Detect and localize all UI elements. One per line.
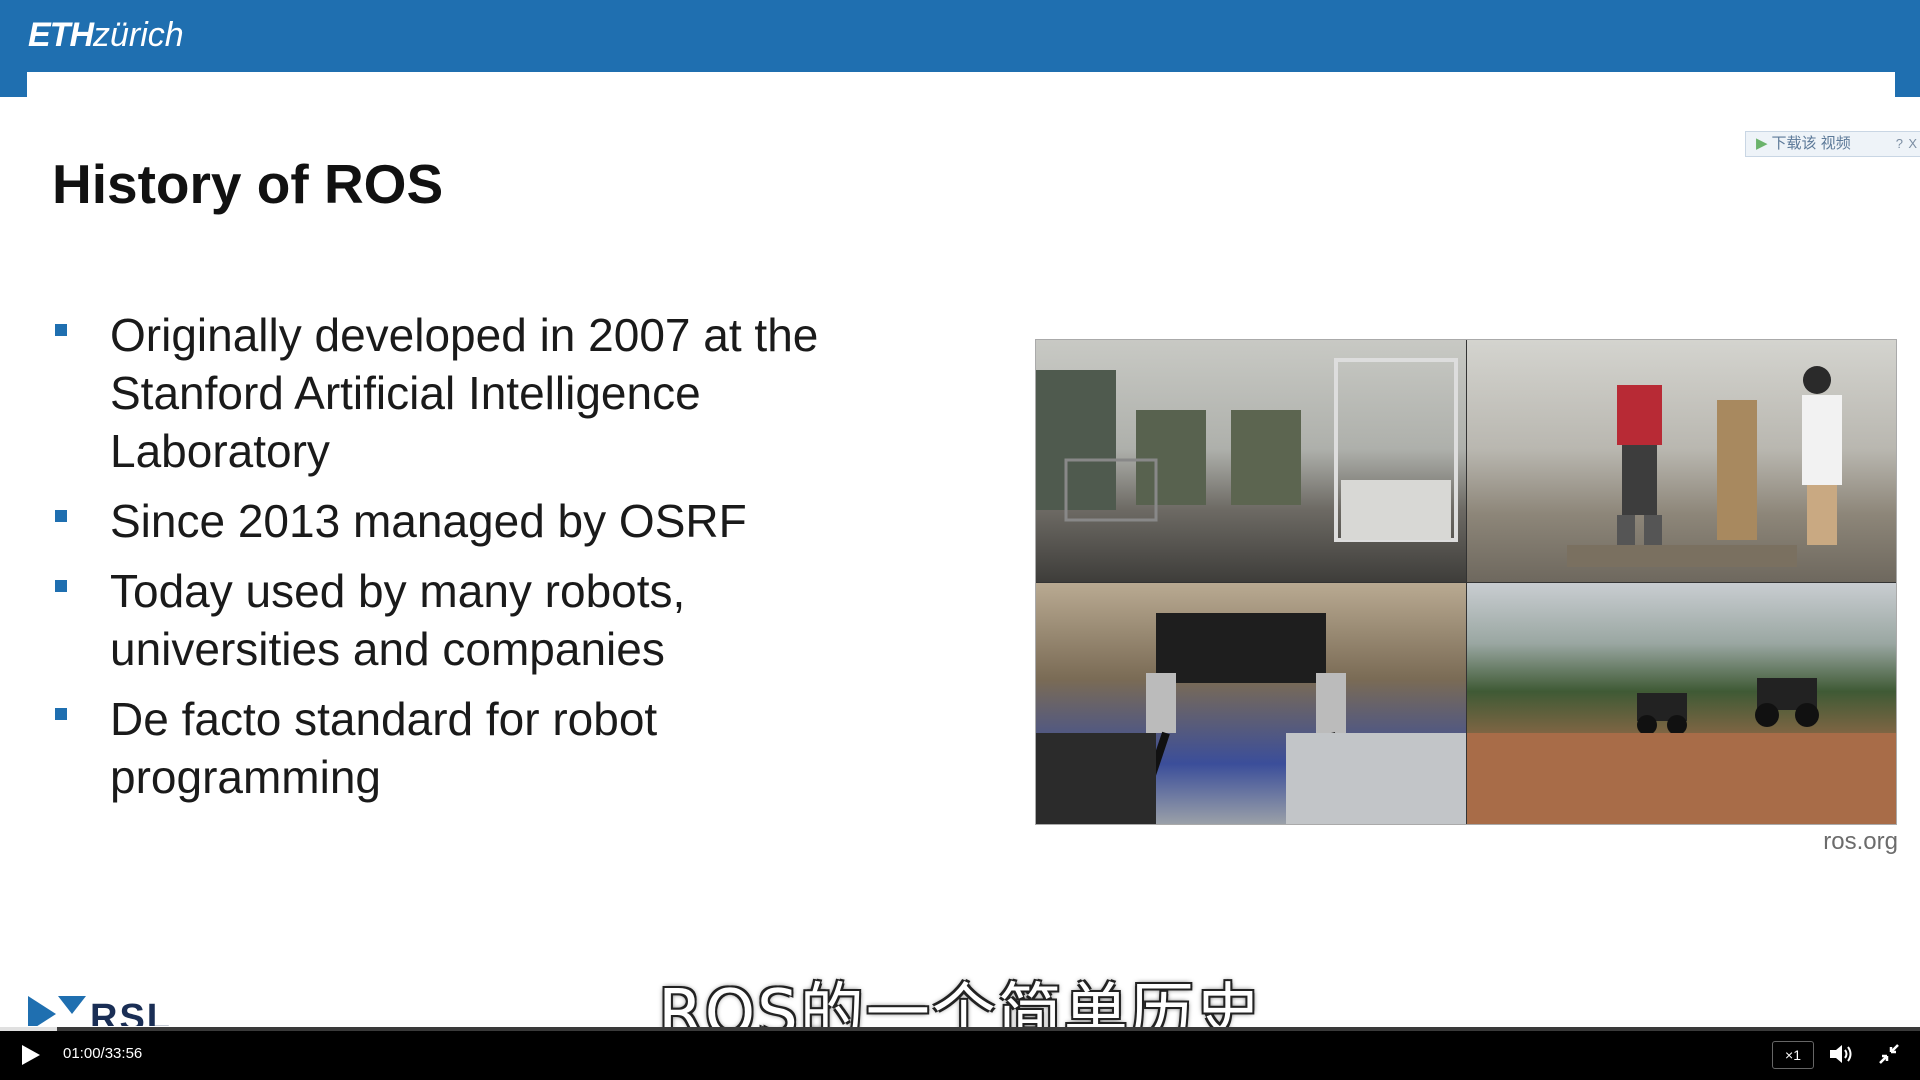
progress-fill <box>0 1027 57 1031</box>
outdoor-rover-photo <box>1467 583 1896 824</box>
time-separator: / <box>100 1045 105 1062</box>
robot-photo-collage <box>1035 339 1897 825</box>
warehouse-robot-photo <box>1036 340 1466 582</box>
playback-speed-button[interactable]: ×1 <box>1772 1041 1814 1069</box>
bullet-square-icon <box>55 580 67 592</box>
humanoid-robot-photo <box>1467 340 1896 582</box>
volume-icon <box>1830 1045 1852 1063</box>
bullet-item: Today used by many robots, universities … <box>52 562 912 678</box>
progress-track[interactable] <box>0 1027 1920 1031</box>
rsl-logo: RSL <box>28 996 188 1026</box>
bullet-text: Today used by many robots, universities … <box>110 565 686 675</box>
quadruped-robot-photo <box>1036 583 1466 824</box>
bullet-text: Originally developed in 2007 at the Stan… <box>110 309 819 477</box>
logo-zurich-text: zürich <box>93 16 184 54</box>
logo-eth-text: ETH <box>28 16 94 54</box>
play-button[interactable] <box>18 1043 42 1067</box>
bullet-square-icon <box>55 708 67 720</box>
bullet-item: Since 2013 managed by OSRF <box>52 492 912 550</box>
svg-text:RSL: RSL <box>90 997 172 1026</box>
eth-header-bar: ETHzürich <box>0 0 1920 97</box>
download-video-bar[interactable]: ▶ 下载该 视频 ? X <box>1745 131 1920 157</box>
video-player-controls: 01:00/33:56 ×1 <box>0 1027 1920 1080</box>
close-icon[interactable]: X <box>1908 136 1917 151</box>
play-icon <box>22 1045 40 1065</box>
exit-fullscreen-button[interactable] <box>1878 1043 1900 1065</box>
bullet-square-icon <box>55 510 67 522</box>
bullet-item: Originally developed in 2007 at the Stan… <box>52 306 912 480</box>
download-video-label: 下载该 视频 <box>1771 135 1851 152</box>
eth-zurich-logo: ETHzürich <box>28 14 184 56</box>
bullet-square-icon <box>55 324 67 336</box>
time-current: 01:00 <box>63 1045 101 1062</box>
image-source-caption: ros.org <box>1823 828 1898 855</box>
bullet-list: Originally developed in 2007 at the Stan… <box>52 306 912 818</box>
bullet-item: De facto standard for robot programming <box>52 690 912 806</box>
slide-title: History of ROS <box>52 153 444 215</box>
time-total: 33:56 <box>104 1045 143 1062</box>
time-display: 01:00/33:56 <box>63 1045 142 1062</box>
bullet-text: De facto standard for robot programming <box>110 693 658 803</box>
play-triangle-icon: ▶ <box>1756 135 1768 152</box>
volume-button[interactable] <box>1828 1042 1854 1066</box>
help-icon[interactable]: ? <box>1895 136 1903 151</box>
header-inner-edge <box>27 72 1895 97</box>
bullet-text: Since 2013 managed by OSRF <box>110 495 747 547</box>
exit-fullscreen-icon <box>1879 1044 1899 1064</box>
